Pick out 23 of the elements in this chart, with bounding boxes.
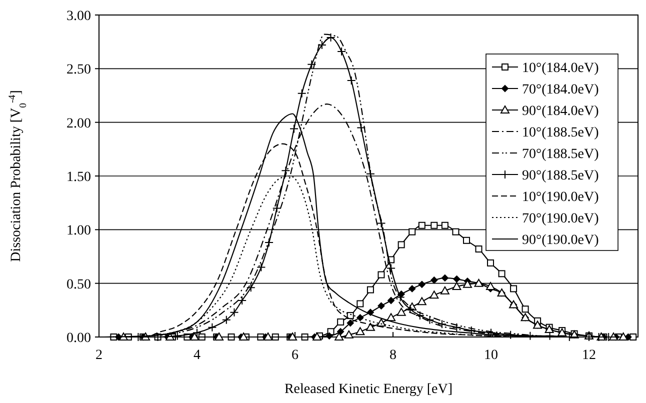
x-axis-title: Released Kinetic Energy [eV] bbox=[284, 382, 453, 397]
legend-label: 10°(190.0eV) bbox=[522, 190, 600, 205]
x-tick-label: 6 bbox=[292, 348, 298, 363]
legend-label: 70°(188.5eV) bbox=[522, 147, 600, 162]
legend-label: 90°(190.0eV) bbox=[522, 233, 600, 248]
y-tick-label: 1.00 bbox=[66, 224, 91, 239]
x-tick-label: 10 bbox=[484, 348, 498, 363]
legend-label: 90°(188.5eV) bbox=[522, 168, 600, 184]
legend-label: 10°(184.0eV) bbox=[522, 61, 600, 76]
y-tick-label: 0.00 bbox=[66, 331, 91, 346]
legend-label: 10°(188.5eV) bbox=[522, 126, 600, 140]
x-tick-label: 12 bbox=[582, 348, 596, 363]
y-tick-label: 0.50 bbox=[66, 277, 91, 292]
legend-label: 70°(190.0eV) bbox=[522, 212, 600, 226]
y-tick-label: 2.00 bbox=[66, 116, 91, 132]
x-tick-label: 8 bbox=[390, 348, 396, 363]
y-tick-label: 3.00 bbox=[66, 9, 91, 24]
legend-label: 70°(184.0eV) bbox=[522, 82, 600, 98]
x-tick-label: 4 bbox=[194, 348, 200, 363]
y-tick-label: 1.50 bbox=[66, 170, 91, 185]
y-tick-label: 2.50 bbox=[66, 62, 91, 78]
x-tick-label: 2 bbox=[96, 348, 102, 363]
legend-label: 90°(184.0eV) bbox=[522, 104, 600, 119]
